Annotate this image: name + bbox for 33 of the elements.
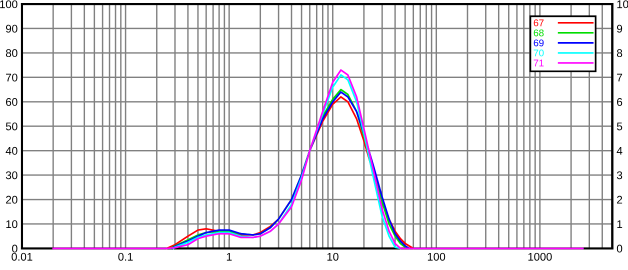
x-tick-label: 100	[428, 252, 446, 261]
y2-tick-label: 3	[616, 171, 622, 180]
x-tick-label: 0.01	[12, 252, 32, 261]
legend-label: 68	[534, 29, 544, 36]
y2-tick-label: 8	[616, 49, 622, 58]
y2-tick-label: 0	[616, 244, 622, 253]
y2-tick-label: 7	[617, 74, 622, 82]
legend-label: 69	[534, 39, 544, 46]
y2-tick-label: 5	[616, 122, 622, 130]
y-tick-label: 100	[0, 0, 18, 8]
y-tick-label: 70	[6, 74, 18, 82]
y2-tick-label: 4	[616, 147, 622, 155]
x-tick-label: 1000	[528, 252, 552, 261]
y2-tick-label: 9	[616, 24, 622, 33]
legend-label: 70	[534, 50, 544, 56]
y2-tick-label: 10	[617, 0, 628, 8]
y-tick-label: 90	[6, 24, 18, 33]
y2-tick-label: 1	[617, 220, 622, 228]
legend-label: 71	[534, 60, 544, 66]
y-tick-label: 30	[6, 171, 18, 180]
x-tick-label: 1	[226, 252, 232, 261]
y2-tick-label: 2	[617, 196, 622, 204]
y-tick-label: 50	[6, 122, 18, 130]
y-tick-label: 20	[6, 196, 18, 204]
y-tick-label: 80	[6, 49, 18, 58]
x-tick-label: 10	[327, 252, 338, 261]
y2-tick-label: 6	[617, 98, 622, 106]
y-tick-label: 40	[6, 146, 18, 155]
y-tick-label: 0	[12, 244, 18, 253]
y-tick-label: 60	[6, 98, 18, 106]
legend-label: 67	[534, 19, 544, 26]
x-tick-label: 0.1	[118, 252, 133, 261]
y-tick-label: 10	[6, 220, 18, 228]
